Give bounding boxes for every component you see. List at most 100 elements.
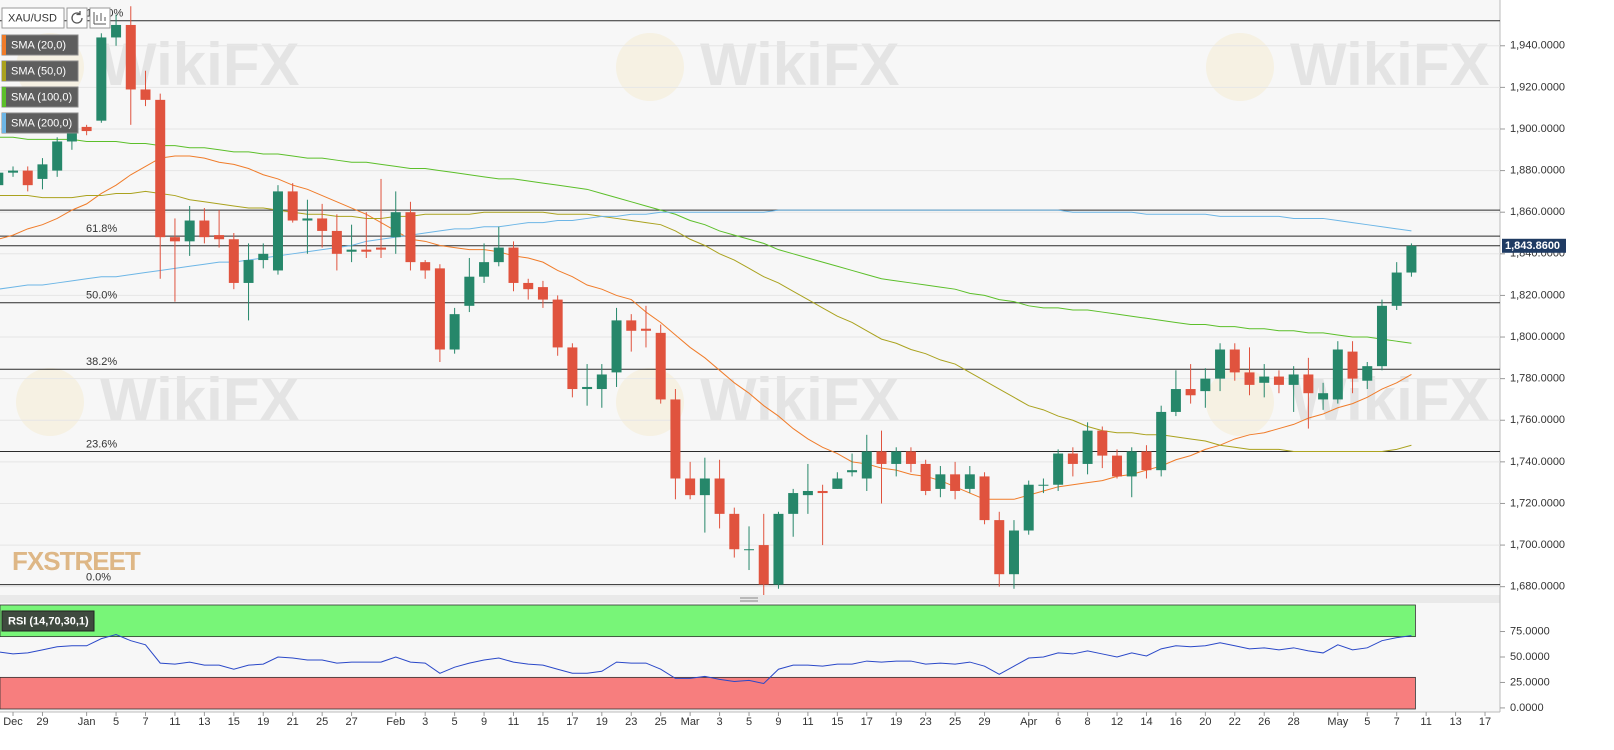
candle-body [1406, 245, 1417, 273]
refresh-button[interactable] [66, 7, 88, 29]
candle-body [493, 247, 504, 263]
candle-body [37, 164, 48, 179]
x-tick-label: 15 [228, 716, 240, 728]
candle-body [729, 513, 740, 550]
candle-body [184, 220, 195, 242]
candle-body [390, 212, 401, 238]
legend-swatch [2, 87, 6, 107]
x-tick-label: 29 [36, 716, 48, 728]
separator-grip [740, 597, 758, 602]
candle-body [376, 247, 387, 250]
x-tick-label: 11 [508, 716, 519, 728]
settings-button[interactable] [89, 7, 111, 29]
x-tick-label: 13 [1449, 716, 1461, 728]
fib-label: 23.6% [86, 438, 117, 450]
candle-body [346, 249, 357, 252]
y-tick-label: 1,700.0000 [1510, 539, 1565, 551]
x-tick-label: Mar [681, 716, 700, 728]
candle-body [1126, 451, 1137, 477]
rsi-tick-label: 25.0000 [1510, 676, 1550, 688]
candle-body [567, 347, 578, 390]
candle-body [950, 474, 961, 491]
candle-body [611, 320, 622, 373]
x-tick-label: 15 [831, 716, 843, 728]
candle-body [111, 24, 122, 38]
sma-line [0, 190, 1412, 452]
candle-body [1288, 374, 1299, 385]
candle-body [434, 268, 445, 350]
watermark: WikiFX [1290, 31, 1489, 98]
y-tick-label: 1,780.0000 [1510, 373, 1565, 385]
candle-body [935, 474, 946, 489]
watermark-logo [616, 33, 684, 101]
candle-body [582, 386, 593, 390]
y-tick-label: 1,920.0000 [1510, 81, 1565, 93]
candle-body [1376, 305, 1387, 367]
candle-body [1347, 351, 1358, 379]
x-tick-label: 12 [1111, 716, 1123, 728]
candle-body [1156, 411, 1167, 471]
candle-body [876, 451, 887, 464]
x-tick-label: 11 [1420, 716, 1431, 728]
candle-body [302, 218, 313, 221]
fib-label: 38.2% [86, 356, 117, 368]
x-tick-label: 22 [1229, 716, 1241, 728]
y-tick-label: 1,860.0000 [1510, 206, 1565, 218]
candle-body [802, 490, 813, 496]
candle-body [670, 399, 681, 479]
pane-separator[interactable] [0, 595, 1500, 603]
candle-body [552, 299, 563, 348]
y-tick-label: 1,760.0000 [1510, 414, 1565, 426]
candle-body [1112, 455, 1123, 477]
x-tick-label: 5 [1364, 716, 1370, 728]
x-tick-label: 17 [1479, 716, 1491, 728]
candle-body [1332, 349, 1343, 400]
candle-body [52, 141, 63, 171]
candle-body [788, 493, 799, 514]
x-tick-label: 3 [422, 716, 428, 728]
symbol-box[interactable] [1, 7, 65, 29]
candle-body [640, 328, 651, 331]
x-tick-label: 6 [1055, 716, 1061, 728]
y-tick-label: 1,680.0000 [1510, 581, 1565, 593]
symbol: XAU/USD [8, 12, 57, 24]
x-tick-label: 3 [717, 716, 723, 728]
candle-body [214, 235, 225, 240]
candle-body [1067, 453, 1078, 464]
legend-swatch [2, 113, 6, 133]
rsi-legend-label: RSI (14,70,30,1) [8, 615, 89, 627]
x-tick-label: 19 [596, 716, 608, 728]
candle-body [905, 451, 916, 464]
candle-body [317, 218, 328, 231]
candle-body [1082, 430, 1093, 464]
candle-body [523, 282, 534, 290]
x-tick-label: 21 [287, 716, 299, 728]
x-tick-label: Feb [386, 716, 405, 728]
rsi-line [0, 634, 1412, 685]
candle-body [361, 249, 372, 252]
y-tick-label: 1,720.0000 [1510, 497, 1565, 509]
x-tick-label: Jan [78, 716, 96, 728]
candle-body [1229, 349, 1240, 373]
candle-body [714, 478, 725, 514]
candle-body [758, 545, 769, 585]
x-tick-label: 14 [1140, 716, 1152, 728]
x-tick-label: 5 [746, 716, 752, 728]
x-tick-label: 23 [920, 716, 932, 728]
x-tick-label: 9 [481, 716, 487, 728]
candle-body [125, 24, 136, 90]
candle-body [1097, 430, 1108, 456]
candle-body [655, 332, 666, 400]
candle-body [979, 476, 990, 521]
rsi-oversold-zone [0, 676, 1416, 710]
sma-line [0, 155, 1412, 500]
candle-body [1170, 389, 1181, 412]
candle-body [287, 191, 298, 221]
candle-body [199, 220, 210, 238]
x-tick-label: 25 [316, 716, 328, 728]
x-tick-label: 19 [257, 716, 269, 728]
candle-body [405, 212, 416, 263]
x-tick-label: 5 [452, 716, 458, 728]
